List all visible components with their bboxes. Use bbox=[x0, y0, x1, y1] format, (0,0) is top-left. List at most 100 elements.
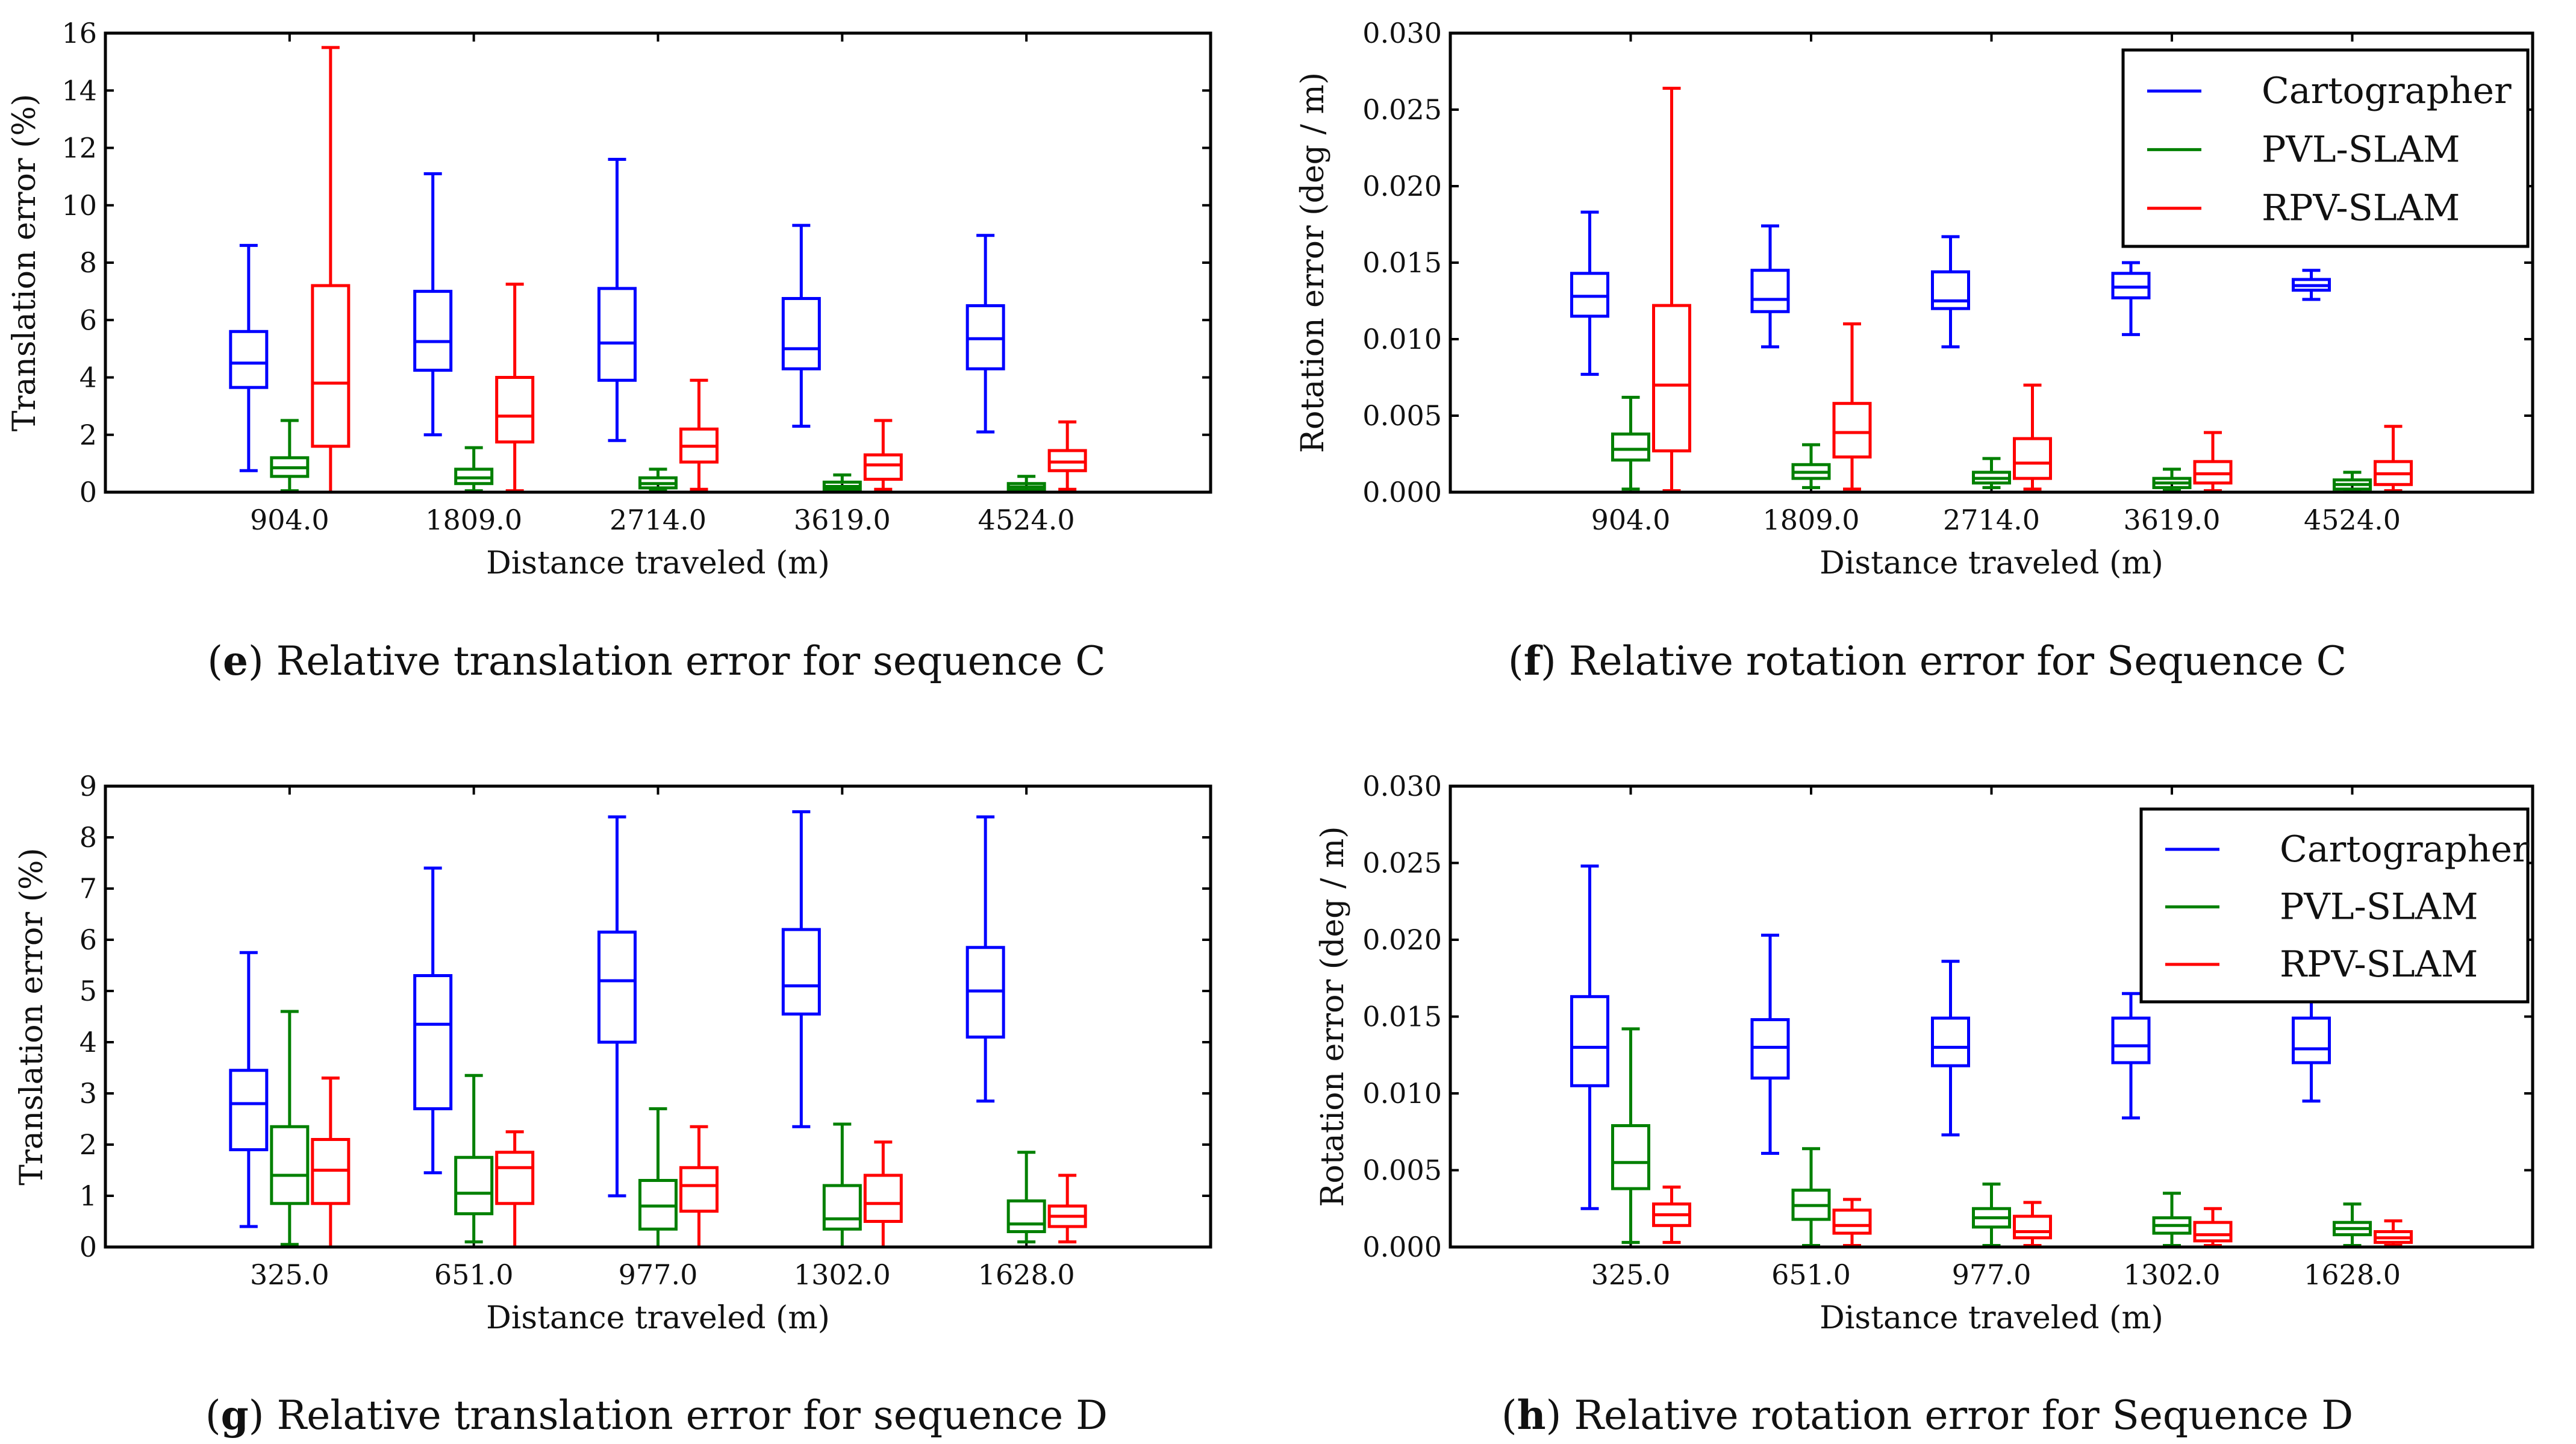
y-tick-label: 0.025 bbox=[1362, 93, 1442, 126]
box-iqr bbox=[1750, 269, 1790, 313]
box-rpv-slam-1302.0 bbox=[2193, 1207, 2233, 1247]
y-tick-label: 4 bbox=[80, 1026, 97, 1058]
box-rpv-slam-325.0 bbox=[311, 1077, 351, 1249]
box-cartographer-3619.0 bbox=[2111, 261, 2151, 336]
box-iqr bbox=[1832, 1208, 1872, 1235]
box-iqr bbox=[1570, 995, 1609, 1087]
box-iqr bbox=[2292, 1016, 2331, 1064]
caption-e: (e) Relative translation error for seque… bbox=[207, 637, 1106, 684]
box-cartographer-4524.0 bbox=[2292, 269, 2331, 301]
caption-e-text: ) Relative translation error for sequenc… bbox=[248, 638, 1106, 684]
box-cartographer-4524.0 bbox=[965, 234, 1005, 434]
box-iqr bbox=[1931, 1016, 1970, 1067]
box-pvl-slam-1809.0 bbox=[1791, 443, 1831, 489]
caption-h: (h) Relative rotation error for Sequence… bbox=[1502, 1392, 2353, 1439]
x-tick-label: 2714.0 bbox=[610, 504, 706, 536]
box-rpv-slam-651.0 bbox=[1832, 1198, 1872, 1247]
box-cartographer-1809.0 bbox=[413, 172, 453, 437]
box-pvl-slam-977.0 bbox=[638, 1107, 678, 1249]
box-pvl-slam-325.0 bbox=[1611, 1027, 1650, 1244]
box-pvl-slam-2714.0 bbox=[1972, 457, 2011, 489]
box-iqr bbox=[781, 297, 821, 370]
box-iqr bbox=[2193, 1221, 2233, 1243]
box-rpv-slam-977.0 bbox=[2013, 1201, 2052, 1247]
box-iqr bbox=[822, 1184, 862, 1231]
box-iqr bbox=[597, 930, 637, 1044]
y-tick-label: 0 bbox=[80, 476, 97, 508]
box-pvl-slam-1302.0 bbox=[2152, 1192, 2192, 1247]
chart-h-rotation-seq-d: 0.000 0.005 0.010 0.015 0.020 0.025 0.030 325.0… bbox=[1315, 770, 2534, 1336]
box-pvl-slam-651.0 bbox=[1791, 1147, 1831, 1247]
caption-f-text: ) Relative rotation error for Sequence C bbox=[1541, 638, 2347, 684]
box-iqr bbox=[454, 1155, 494, 1216]
x-tick-label: 651.0 bbox=[434, 1258, 514, 1291]
x-axis-label: Distance traveled (m) bbox=[1820, 545, 2163, 581]
x-tick-label: 3619.0 bbox=[794, 504, 891, 536]
caption-g: (g) Relative translation error for seque… bbox=[205, 1392, 1108, 1439]
box-cartographer-1302.0 bbox=[781, 810, 821, 1128]
y-tick-label: 0.020 bbox=[1362, 170, 1442, 202]
box-rpv-slam-1809.0 bbox=[1832, 322, 1872, 491]
caption-h-letter: h bbox=[1517, 1392, 1546, 1439]
y-tick-label: 0.005 bbox=[1362, 1154, 1442, 1187]
axes-frame bbox=[104, 31, 1212, 494]
y-tick-label: 0.020 bbox=[1362, 924, 1442, 956]
y-tick-label: 7 bbox=[80, 872, 97, 905]
box-pvl-slam-3619.0 bbox=[2152, 467, 2192, 492]
y-tick-label: 2 bbox=[80, 1128, 97, 1161]
box-iqr bbox=[679, 1166, 719, 1213]
box-iqr bbox=[413, 290, 453, 372]
box-iqr bbox=[2013, 437, 2052, 480]
axes-frame bbox=[104, 784, 1212, 1249]
y-tick-label: 0.010 bbox=[1362, 323, 1442, 355]
box-iqr bbox=[2013, 1214, 2052, 1240]
chart-e-translation-seq-c: 0 2 4 6 8 10 12 14 16 904.0 1809.0 2714.0 3619.0 4524… bbox=[7, 17, 1212, 581]
box-pvl-slam-2714.0 bbox=[638, 467, 678, 493]
box-rpv-slam-2714.0 bbox=[2013, 383, 2052, 491]
y-tick-label: 0.030 bbox=[1362, 770, 1442, 802]
box-cartographer-1628.0 bbox=[965, 815, 1005, 1103]
y-tick-label: 3 bbox=[80, 1077, 97, 1110]
y-tick-label: 0.015 bbox=[1362, 1001, 1442, 1033]
legend: Cartographer PVL-SLAM RPV-SLAM bbox=[2139, 807, 2530, 1004]
x-tick-label: 1628.0 bbox=[978, 1258, 1075, 1291]
box-iqr bbox=[413, 974, 453, 1110]
caption-g-letter: g bbox=[221, 1392, 249, 1439]
box-pvl-slam-651.0 bbox=[454, 1074, 494, 1243]
box-iqr bbox=[495, 1151, 535, 1205]
y-tick-label: 1 bbox=[80, 1180, 97, 1212]
box-iqr bbox=[2193, 460, 2233, 485]
box-cartographer-904.0 bbox=[1570, 210, 1609, 376]
box-iqr bbox=[1570, 272, 1609, 318]
axes-frame bbox=[1449, 31, 2534, 494]
box-iqr bbox=[1750, 1018, 1790, 1080]
box-cartographer-1302.0 bbox=[2111, 992, 2151, 1120]
legend-label-1: Cartographer bbox=[2280, 828, 2530, 870]
box-rpv-slam-1302.0 bbox=[863, 1140, 903, 1249]
box-iqr bbox=[1832, 402, 1872, 459]
box-rpv-slam-904.0 bbox=[1652, 86, 1691, 492]
y-tick-label: 0.000 bbox=[1362, 1231, 1442, 1263]
x-tick-label: 1809.0 bbox=[1763, 504, 1860, 536]
y-tick-label: 6 bbox=[80, 304, 97, 336]
box-iqr bbox=[597, 287, 637, 382]
y-tick-label: 16 bbox=[61, 17, 97, 49]
y-tick-label: 8 bbox=[80, 821, 97, 854]
legend-label-3: RPV-SLAM bbox=[2280, 943, 2478, 986]
x-tick-label: 1809.0 bbox=[425, 504, 522, 536]
box-iqr bbox=[229, 1069, 269, 1151]
box-rpv-slam-1628.0 bbox=[2374, 1219, 2413, 1247]
box-cartographer-2714.0 bbox=[597, 158, 637, 442]
x-tick-label: 3619.0 bbox=[2124, 504, 2221, 536]
box-rpv-slam-977.0 bbox=[679, 1125, 719, 1249]
y-tick-label: 0.025 bbox=[1362, 847, 1442, 880]
y-axis-label: Translation error (%) bbox=[14, 848, 50, 1185]
y-tick-label: 10 bbox=[61, 189, 97, 222]
box-pvl-slam-904.0 bbox=[1611, 396, 1650, 491]
box-pvl-slam-1809.0 bbox=[454, 446, 494, 493]
y-tick-label: 0 bbox=[80, 1231, 97, 1263]
y-tick-label: 6 bbox=[80, 924, 97, 956]
y-tick-label: 0.000 bbox=[1362, 476, 1442, 508]
chart-f-rotation-seq-c: 0.000 0.005 0.010 0.015 0.020 0.025 0.030 904.0… bbox=[1295, 17, 2534, 581]
